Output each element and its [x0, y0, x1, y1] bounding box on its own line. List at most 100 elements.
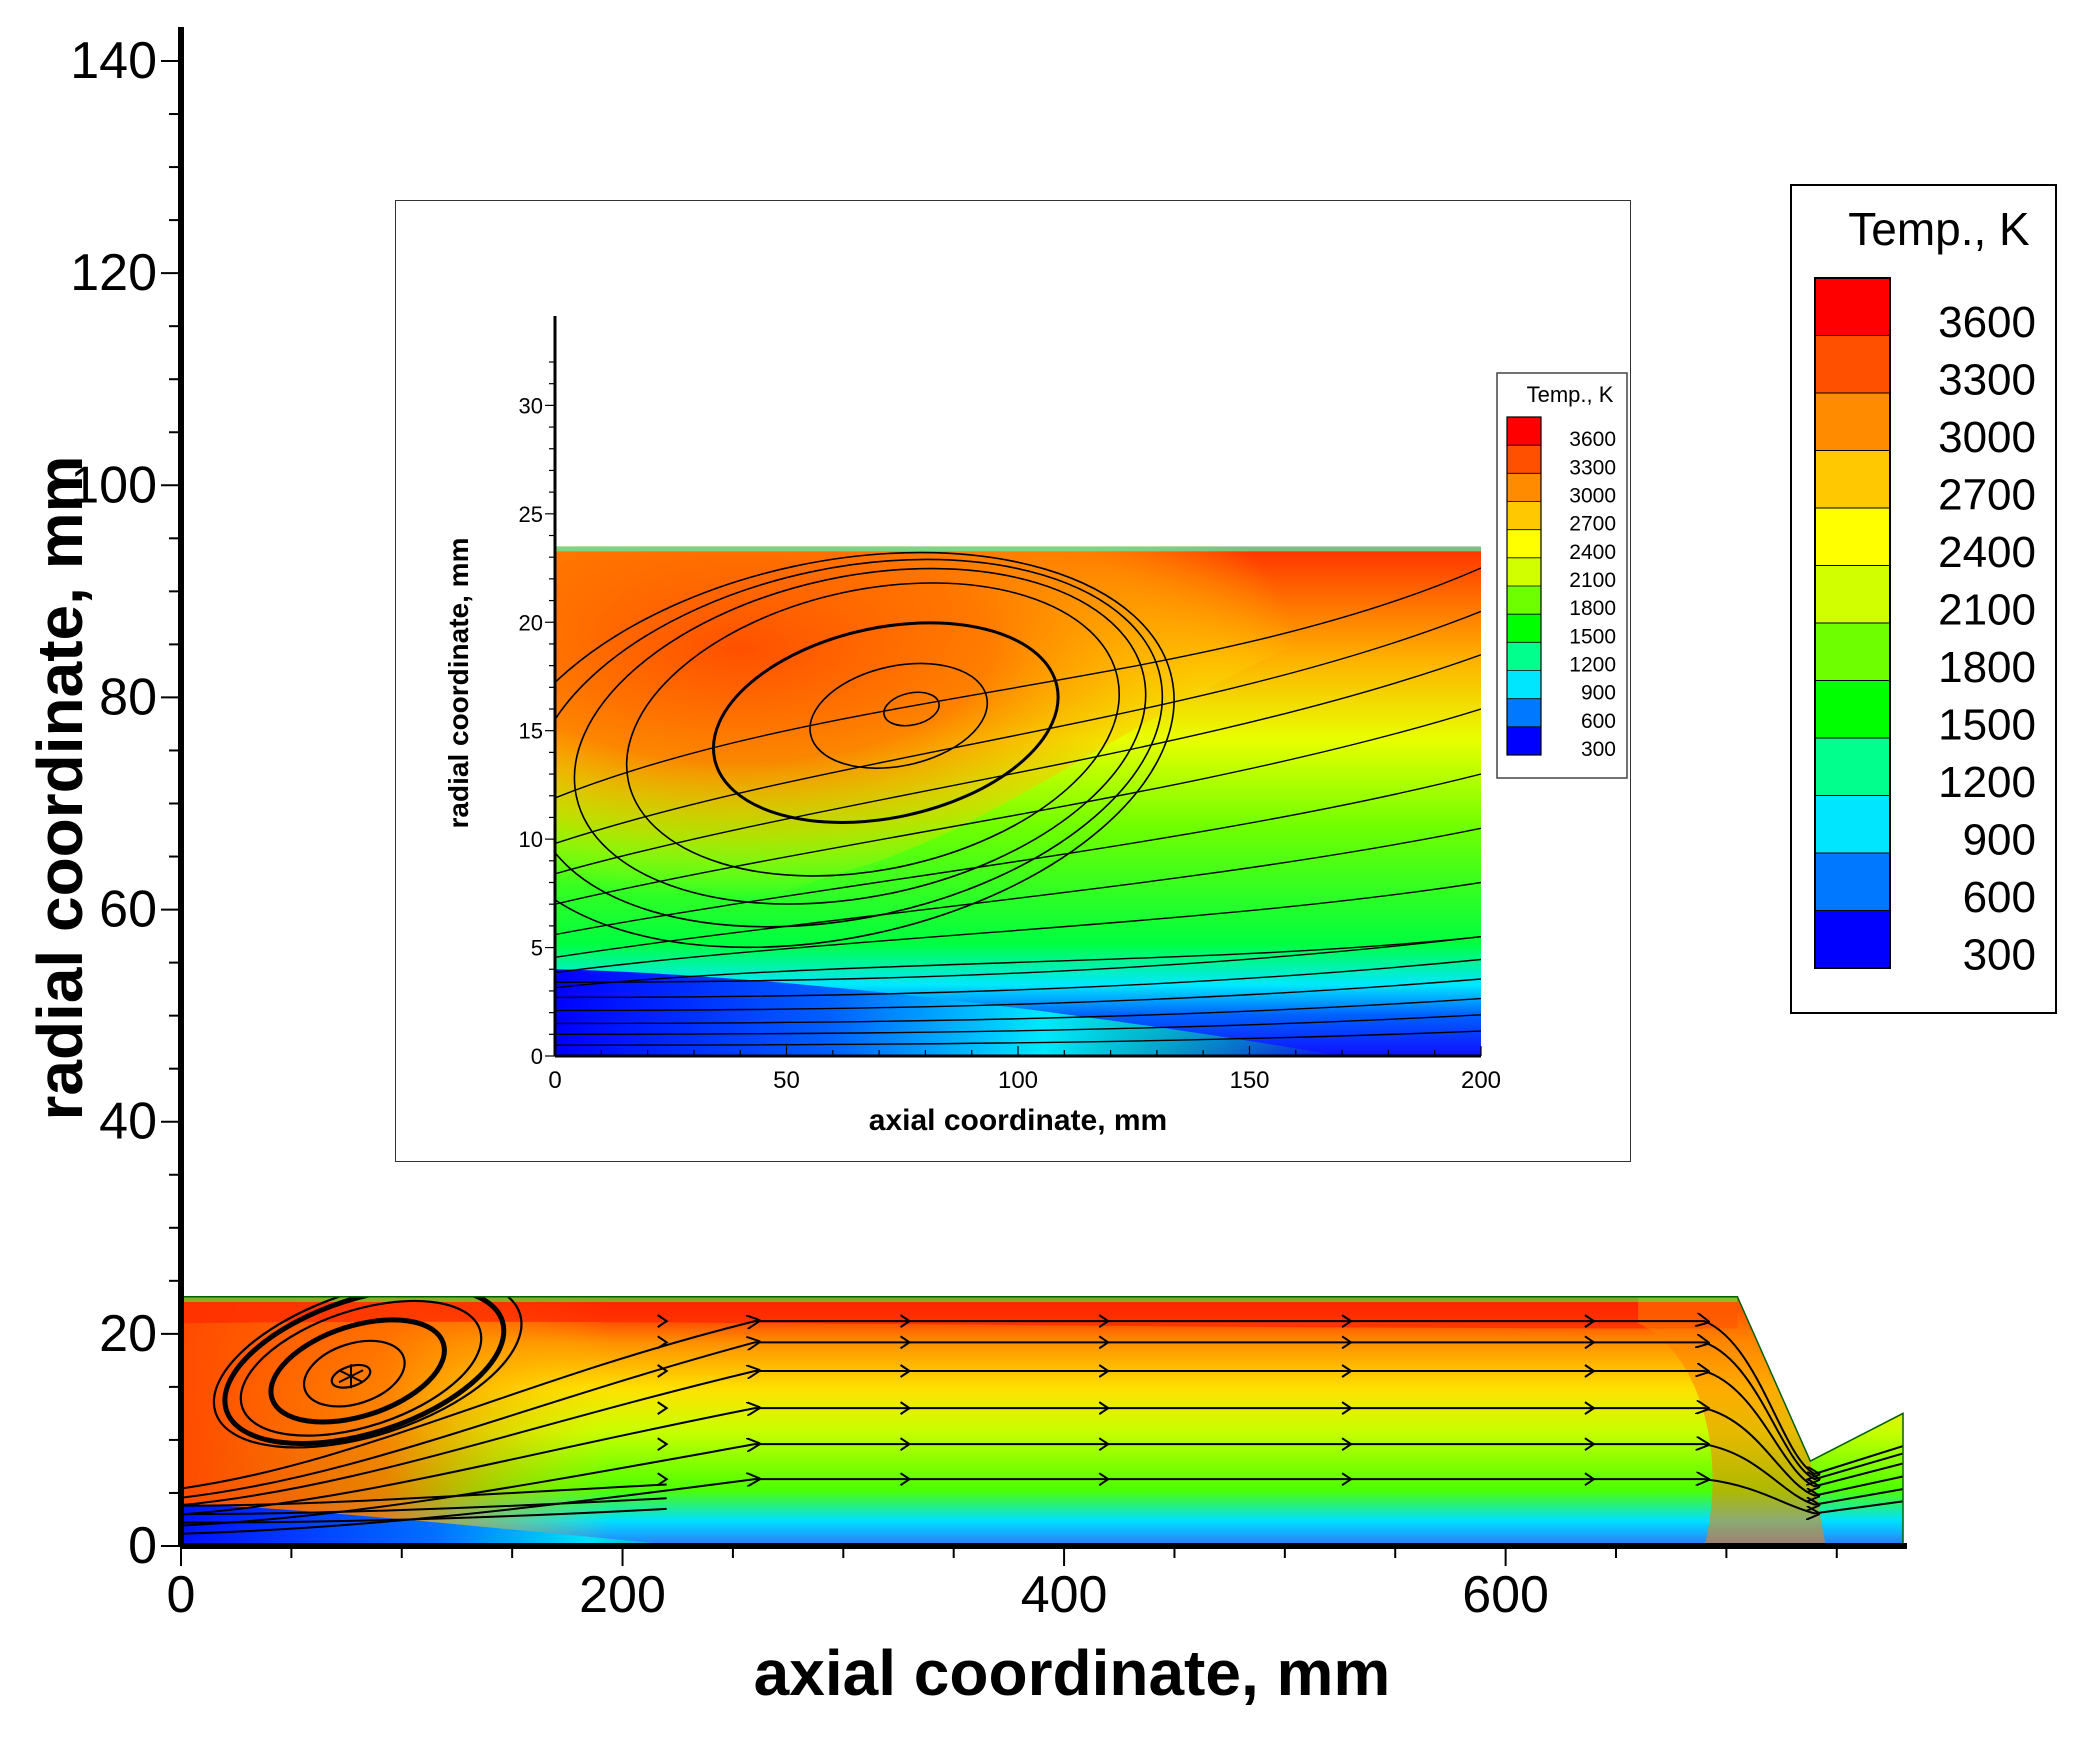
main-y-tick-label: 120: [70, 244, 157, 302]
inset-legend-label: 1200: [1569, 653, 1616, 676]
main-legend-swatch: [1815, 738, 1890, 796]
inset-legend-label: 3000: [1569, 484, 1616, 507]
main-legend-label: 2400: [1938, 528, 2036, 577]
main-recirculation-loop: [239, 1299, 483, 1437]
inset-y-axis-label: radial coordinate, mm: [443, 538, 474, 829]
inset-streamline: [555, 708, 1481, 905]
main-recirculation-center: [338, 1364, 364, 1389]
main-core-streamline: [181, 1507, 667, 1524]
main-streamline-arrow: [657, 1401, 669, 1415]
main-legend-swatch: [1815, 508, 1890, 566]
main-streamline: [181, 1321, 1903, 1490]
inset-legend-title: Temp., K: [1527, 382, 1614, 407]
inset-legend-swatch: [1507, 726, 1541, 756]
inset-legend-label: 900: [1581, 682, 1616, 705]
main-streamline-arrow: [1341, 1314, 1353, 1328]
inset-legend-border: [1506, 416, 1542, 756]
inset-y-tick-label: 20: [519, 610, 543, 635]
inset-core-streamline: [555, 1030, 1481, 1046]
main-recirculation-loop: [212, 1296, 523, 1449]
main-core-streamline: [181, 1483, 667, 1507]
inset-legend-label: 1500: [1569, 625, 1616, 648]
main-streamline-arrow: [657, 1314, 669, 1328]
inset-streamline: [555, 773, 1481, 936]
inset-legend: Temp., K 3600 3300 3000 2700 2400 2100 1800 150…: [1496, 372, 1628, 779]
inset-streamline: [555, 881, 1481, 974]
main-recirculation-loop: [268, 1317, 447, 1425]
main-legend-label: 2100: [1938, 586, 2036, 635]
main-legend-swatch: [1815, 393, 1890, 451]
main-legend-label: 1800: [1938, 643, 2036, 692]
main-legend-swatch: [1815, 278, 1890, 336]
inset-streamline: [555, 654, 1481, 875]
inset-legend-swatch: [1507, 529, 1541, 559]
inset-recirculation-loop: [625, 582, 1120, 877]
inset-legend-swatch: [1507, 501, 1541, 531]
inset-core-streamline: [555, 958, 1481, 999]
inset-legend-swatch: [1507, 473, 1541, 502]
inset-core-streamline: [555, 936, 1481, 983]
inset-legend-label: 3300: [1569, 456, 1616, 479]
inset-x-axis-label: axial coordinate, mm: [869, 1104, 1167, 1137]
main-legend-swatch: [1815, 795, 1890, 854]
inset-legend-label: 300: [1581, 738, 1616, 761]
inset-core-streamline: [555, 1014, 1481, 1036]
inset-legend-labels: 3600 3300 3000 2700 2400 2100 1800 1500 1200 900 6…: [1569, 428, 1616, 761]
inset-x-tick-label: 150: [1229, 1067, 1269, 1094]
inset-y-tick-label: 25: [519, 502, 543, 527]
inset-legend-label: 600: [1581, 710, 1616, 733]
inset-streamline: [555, 567, 1481, 799]
inset-field-wall-layer: [555, 546, 1481, 552]
main-legend-swatch: [1815, 910, 1890, 969]
inset-x-tick-label: 0: [548, 1067, 561, 1094]
inset-legend-label: 1800: [1569, 597, 1616, 620]
main-y-tick-label: 60: [99, 881, 157, 939]
main-legend-label: 1200: [1938, 758, 2036, 807]
main-legend-label: 3000: [1938, 413, 2036, 462]
main-streamline-arrow: [1584, 1314, 1596, 1328]
inset-y-tick-label: 15: [519, 719, 543, 744]
main-y-tick-label: 0: [128, 1517, 157, 1575]
main-recirculation-loop: [222, 1296, 507, 1447]
inset-legend-label: 3600: [1569, 428, 1616, 451]
inset-streamline: [555, 610, 1481, 845]
main-legend-swatch: [1815, 450, 1890, 509]
main-streamline-arrow: [899, 1314, 912, 1328]
main-x-tick-label: 400: [1021, 1566, 1108, 1624]
main-core-streamline: [181, 1497, 667, 1516]
inset-streamlines: [555, 551, 1481, 1046]
main-streamline-arrow: [1098, 1314, 1111, 1328]
main-y-axis-label: radial coordinate, mm: [24, 455, 96, 1120]
main-streamline-arrow: [657, 1364, 669, 1378]
main-legend-label: 3300: [1938, 356, 2036, 405]
main-x-tick-label: 600: [1462, 1566, 1549, 1624]
main-y-tick-label: 100: [70, 456, 157, 514]
main-field-cold-core: [181, 1503, 689, 1546]
main-streamline-arrow: [657, 1437, 669, 1452]
inset-temperature-field: [555, 546, 1481, 1056]
main-legend-label: 2700: [1938, 471, 2036, 520]
inset-recirculation-loop: [555, 551, 1175, 949]
main-legend-swatch: [1815, 853, 1890, 911]
main-y-tick-label: 80: [99, 668, 157, 726]
main-legend-labels: 3600 3300 3000 2700 2400 2100 1800 1500 1200 900 6…: [1938, 298, 2036, 980]
main-legend-label: 900: [1963, 816, 2036, 865]
inset-recirculation-loop: [711, 621, 1060, 824]
inset-legend-swatch: [1507, 445, 1541, 474]
inset-legend-swatch: [1507, 557, 1541, 587]
inset-legend-swatch: [1507, 670, 1541, 700]
inset-legend-label: 2400: [1569, 541, 1616, 564]
inset-legend-swatch: [1507, 698, 1541, 728]
inset-field-hot-zone: [555, 546, 1481, 959]
inset-legend-swatch: [1507, 614, 1541, 643]
main-legend-swatch: [1815, 335, 1890, 394]
inset-y-tick-label: 5: [531, 936, 543, 961]
inset-core-streamline: [555, 997, 1481, 1025]
inset-core-streamline: [555, 978, 1481, 1012]
inset-streamline: [555, 936, 1481, 989]
inset-x-tick-label: 100: [998, 1067, 1038, 1094]
inset-y-tick-label: 10: [519, 827, 543, 852]
